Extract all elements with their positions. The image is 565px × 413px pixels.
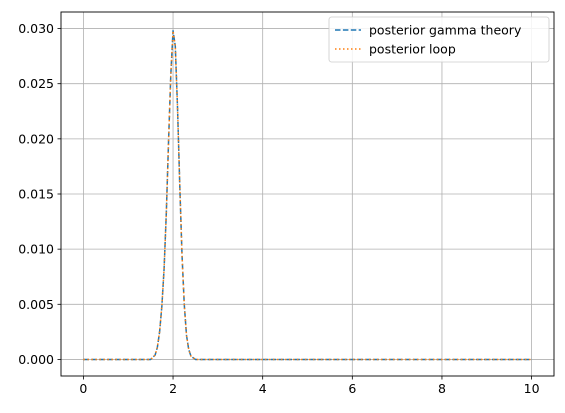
y-tick-label: 0.015 bbox=[18, 187, 54, 202]
legend-label: posterior loop bbox=[369, 42, 456, 57]
y-tick-label: 0.020 bbox=[18, 131, 54, 146]
x-tick-label: 10 bbox=[524, 381, 540, 396]
x-tick-label: 4 bbox=[259, 381, 267, 396]
axis-ticks: 0 2 4 6 8 10 0.000 0.005 0.010 0.015 0.020 0.025 0.0… bbox=[18, 21, 539, 396]
legend: posterior gamma theory posterior loop bbox=[328, 16, 550, 63]
y-tick-label: 0.005 bbox=[18, 297, 54, 312]
grid-lines bbox=[61, 12, 554, 376]
x-tick-label: 2 bbox=[169, 381, 177, 396]
y-tick-label: 0.025 bbox=[18, 76, 54, 91]
x-tick-label: 6 bbox=[348, 381, 356, 396]
series-line-posterior-loop bbox=[83, 30, 532, 361]
y-tick-label: 0.000 bbox=[18, 352, 54, 367]
legend-box bbox=[328, 16, 550, 63]
legend-label: posterior gamma theory bbox=[369, 23, 522, 38]
y-tick-label: 0.010 bbox=[18, 242, 54, 257]
x-tick-label: 8 bbox=[438, 381, 446, 396]
series-lines bbox=[83, 30, 532, 361]
x-tick-label: 0 bbox=[79, 381, 87, 396]
y-tick-label: 0.030 bbox=[18, 21, 54, 36]
